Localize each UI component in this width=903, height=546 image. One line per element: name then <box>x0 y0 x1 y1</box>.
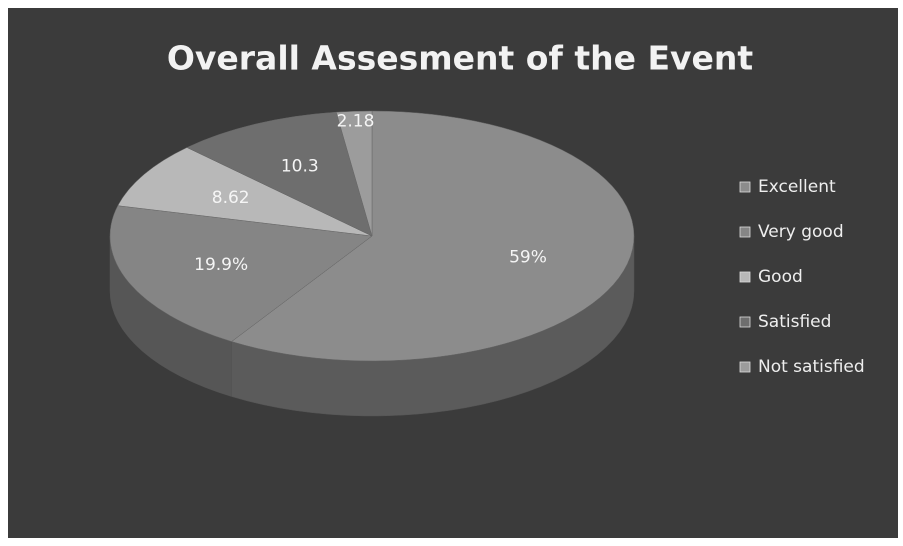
data-label: 10.3 <box>281 157 319 177</box>
data-label: 8.62 <box>212 188 250 208</box>
slice <box>186 111 373 237</box>
slice <box>109 205 373 342</box>
slice <box>335 110 373 237</box>
legend-label: Excellent <box>758 177 836 197</box>
legend-label: Very good <box>758 222 844 242</box>
data-label: 19.9% <box>194 255 248 275</box>
legend-swatch <box>739 316 751 328</box>
slice <box>117 147 373 237</box>
slice <box>231 110 635 362</box>
legend-label: Satisfied <box>758 312 831 332</box>
legend-swatch <box>739 271 751 283</box>
data-label: 2.18 <box>337 111 375 131</box>
legend-label: Not satisfied <box>758 357 865 377</box>
chart-title: Overall Assesment of the Event <box>167 39 754 78</box>
legend-swatch <box>739 361 751 373</box>
legend-label: Good <box>758 267 803 287</box>
legend-swatch <box>739 181 751 193</box>
data-label: 59% <box>509 248 547 268</box>
legend-swatch <box>739 226 751 238</box>
